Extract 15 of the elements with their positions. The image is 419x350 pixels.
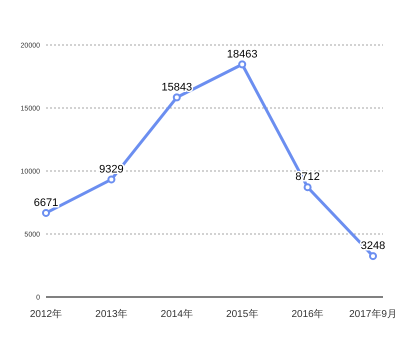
data-label: 6671: [34, 196, 58, 209]
data-label: 15843: [162, 81, 192, 94]
x-tick-label: 2014年: [160, 308, 193, 320]
point: [304, 183, 312, 192]
point: [172, 93, 181, 102]
point: [42, 208, 50, 217]
point: [369, 252, 377, 260]
point: [238, 60, 246, 68]
x-tick-label: 2012年: [30, 308, 62, 320]
x-tick-label: 2016年: [291, 308, 324, 320]
x-tick-label: 2015年: [226, 308, 258, 320]
x-tick-label: 2017年9月: [349, 308, 397, 320]
data-label: 18463: [226, 48, 258, 60]
point: [107, 175, 116, 184]
x-tick-label: 2013年: [95, 308, 128, 320]
